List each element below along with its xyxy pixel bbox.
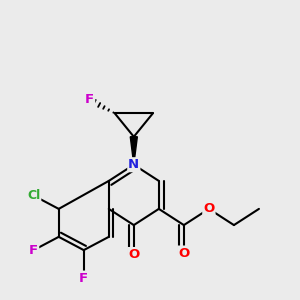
Text: F: F (79, 272, 88, 285)
Text: O: O (178, 247, 190, 260)
Text: F: F (85, 93, 94, 106)
Text: O: O (203, 202, 214, 215)
Polygon shape (130, 137, 137, 165)
Text: O: O (128, 248, 140, 261)
Text: N: N (128, 158, 140, 171)
Text: Cl: Cl (27, 189, 40, 202)
Text: F: F (29, 244, 38, 256)
